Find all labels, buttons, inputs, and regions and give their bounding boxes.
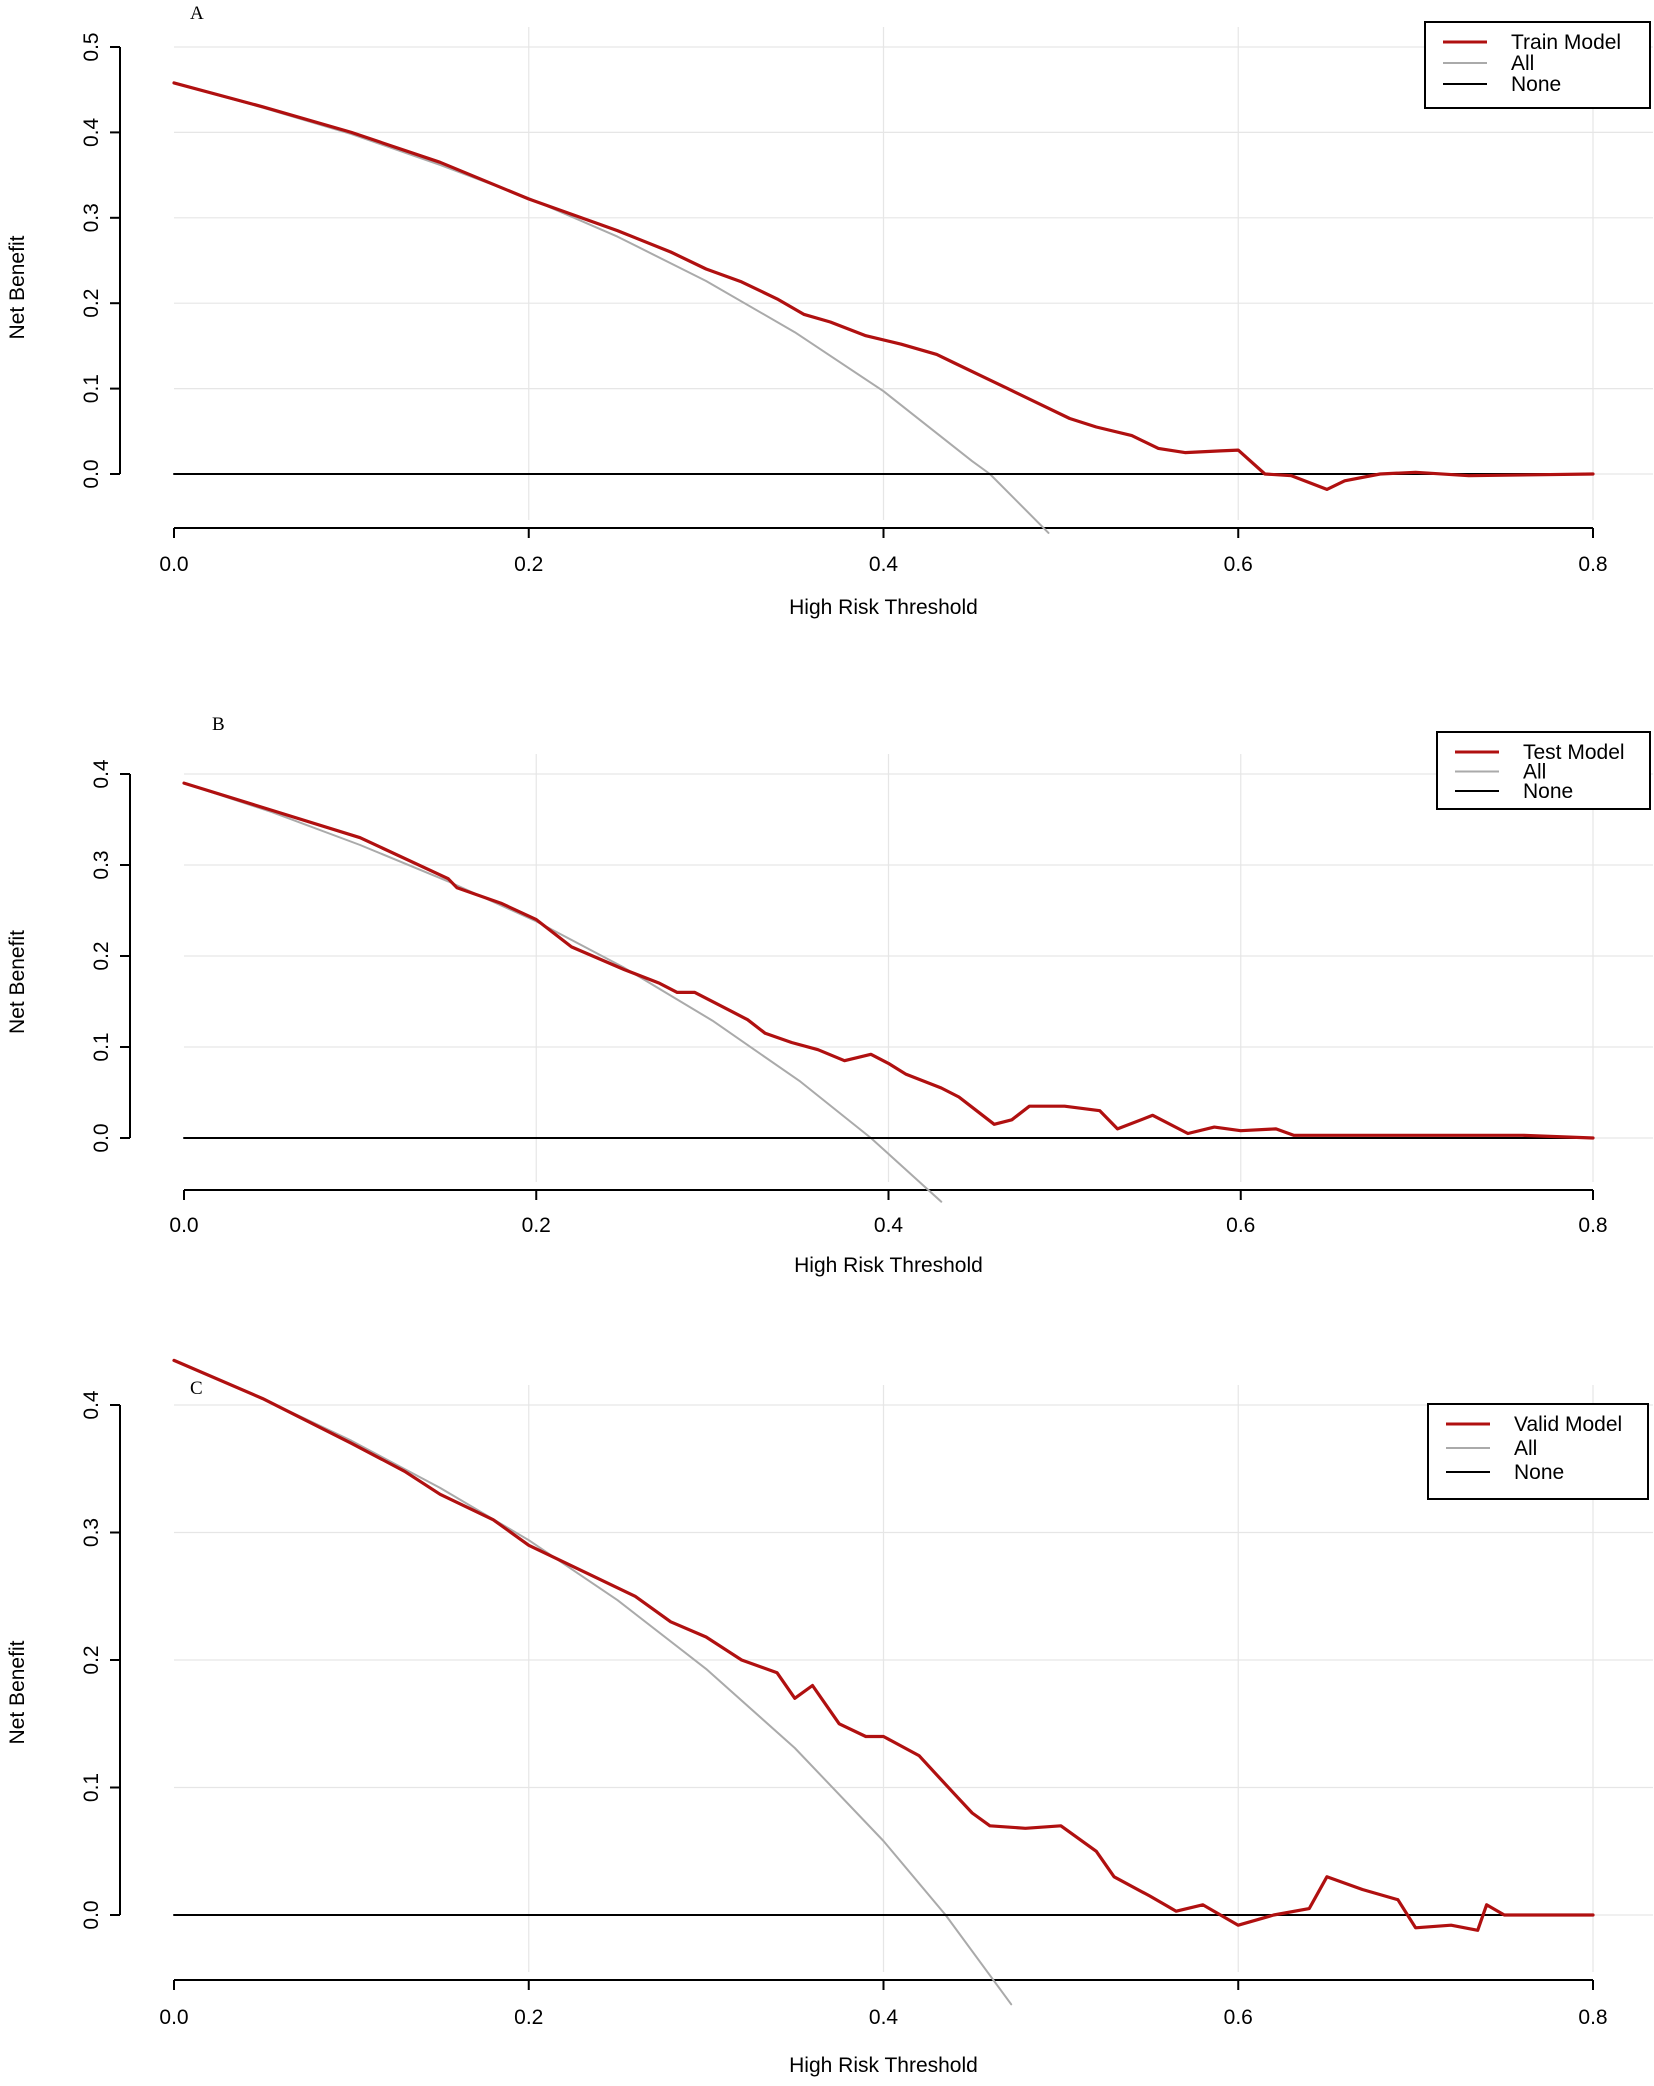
x-tick-label: 0.8 [1578, 2006, 1607, 2029]
x-tick-label: 0.6 [1224, 2006, 1253, 2029]
x-axis-title: High Risk Threshold [789, 2054, 978, 2077]
y-tick-label: 0.4 [90, 759, 113, 789]
x-tick-label: 0.8 [1578, 1214, 1607, 1237]
legend-label: Train Model [1511, 31, 1621, 54]
y-tick-label: 0.3 [90, 850, 113, 879]
panel-label: B [212, 714, 225, 735]
x-tick-label: 0.0 [169, 1214, 198, 1237]
x-tick-label: 0.2 [514, 2006, 543, 2029]
y-tick-label: 0.2 [90, 941, 113, 970]
series-line-all [183, 782, 943, 1203]
y-tick-label: 0.4 [80, 117, 103, 147]
y-tick-label: 0.5 [80, 32, 103, 61]
x-tick-label: 0.2 [522, 1214, 551, 1237]
x-tick-label: 0.6 [1224, 553, 1253, 576]
y-tick-label: 0.2 [80, 289, 103, 318]
y-axis-title: Net Benefit [6, 235, 29, 339]
x-tick-label: 0.2 [514, 553, 543, 576]
panel-label: A [190, 3, 204, 24]
y-tick-label: 0.4 [80, 1390, 103, 1420]
series-line-all [173, 1359, 1013, 2006]
x-tick-label: 0.4 [869, 2006, 899, 2029]
legend-label: All [1511, 52, 1534, 75]
panel-label: C [190, 1378, 203, 1399]
x-tick-label: 0.6 [1226, 1214, 1255, 1237]
chart-panel-b: 0.0 0.1 0.2 0.3 0.4 0.0 0.2 0.4 0.6 0.8 High Risk … [6, 714, 1653, 1277]
y-tick-label: 0.0 [80, 459, 103, 488]
legend-label: None [1511, 73, 1561, 96]
legend-label: None [1523, 780, 1573, 803]
y-tick-label: 0.2 [80, 1645, 103, 1674]
legend-label: All [1523, 761, 1546, 784]
series-line-model [172, 1358, 1595, 1932]
y-axis-title: Net Benefit [6, 1640, 29, 1744]
series-line-all [173, 81, 1050, 534]
y-tick-label: 0.0 [90, 1123, 113, 1152]
x-tick-label: 0.0 [159, 553, 188, 576]
y-tick-label: 0.0 [80, 1900, 103, 1929]
y-axis-title: Net Benefit [6, 930, 29, 1034]
legend-label: None [1514, 1461, 1564, 1484]
legend-box [1427, 1403, 1649, 1500]
legend-label: All [1514, 1437, 1537, 1460]
y-tick-label: 0.3 [80, 203, 103, 232]
chart-panel-a: 0.0 0.1 0.2 0.3 0.4 0.5 0.0 0.2 0.4 0.6 0.8 High Ri… [6, 3, 1653, 619]
x-axis-title: High Risk Threshold [794, 1254, 983, 1277]
x-tick-label: 0.4 [869, 553, 899, 576]
legend-box [1424, 21, 1651, 109]
y-tick-label: 0.3 [80, 1518, 103, 1547]
series-line-model [182, 781, 1595, 1140]
x-tick-label: 0.4 [874, 1214, 904, 1237]
x-axis-title: High Risk Threshold [789, 596, 978, 619]
y-tick-label: 0.1 [80, 374, 103, 403]
legend-label: Valid Model [1514, 1413, 1622, 1436]
y-tick-label: 0.1 [90, 1032, 113, 1061]
x-tick-label: 0.0 [159, 2006, 188, 2029]
y-tick-label: 0.1 [80, 1773, 103, 1802]
x-tick-label: 0.8 [1578, 553, 1607, 576]
legend-label: Test Model [1523, 741, 1625, 764]
series-line-model [172, 81, 1595, 491]
chart-panel-c: 0.0 0.1 0.2 0.3 0.4 0.0 0.2 0.4 0.6 0.8 High Risk … [6, 1358, 1653, 2077]
